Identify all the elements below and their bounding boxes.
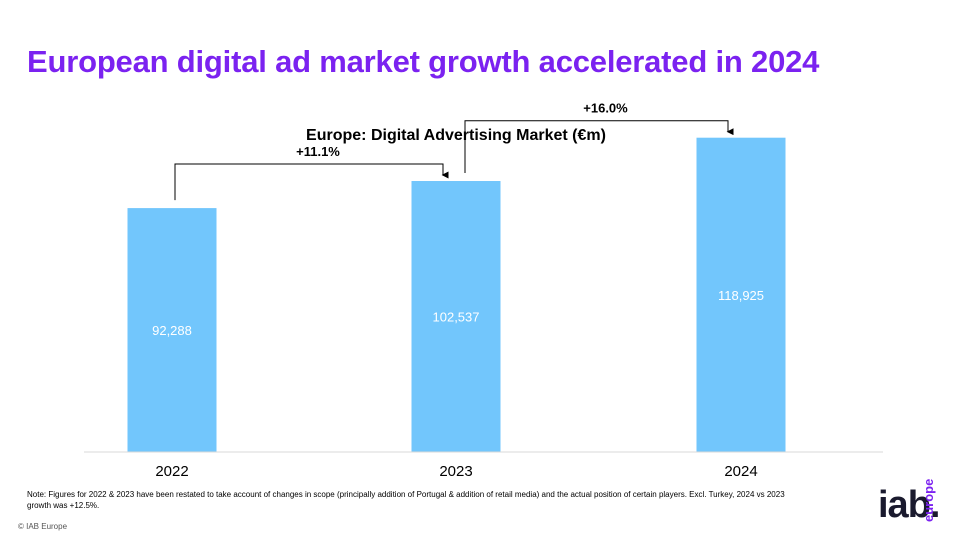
slide-title: European digital ad market growth accele… [27, 44, 820, 79]
bar-value-label: 118,925 [718, 288, 764, 303]
x-tick-label: 2024 [724, 463, 757, 480]
footnote: Note: Figures for 2022 & 2023 have been … [27, 490, 785, 510]
chart-title: Europe: Digital Advertising Market (€m) [306, 127, 606, 144]
growth-connector [174, 163, 449, 201]
bar-2022 [127, 208, 217, 452]
bar-value-label: 102,537 [433, 310, 480, 325]
x-tick-label: 2023 [439, 463, 472, 480]
logo-main-text: iab. [878, 484, 940, 526]
bar-2023 [411, 181, 501, 453]
bar-value-label: 92,288 [152, 323, 192, 338]
bar-2024 [696, 137, 786, 452]
growth-label: +16.0% [583, 101, 628, 116]
logo-sub-text: europe [921, 478, 936, 522]
x-tick-label: 2022 [155, 463, 188, 480]
growth-label: +11.1% [296, 144, 340, 159]
copyright: © IAB Europe [18, 522, 68, 531]
iab-europe-logo: iab. europe [872, 466, 944, 526]
growth-connector [464, 120, 734, 174]
